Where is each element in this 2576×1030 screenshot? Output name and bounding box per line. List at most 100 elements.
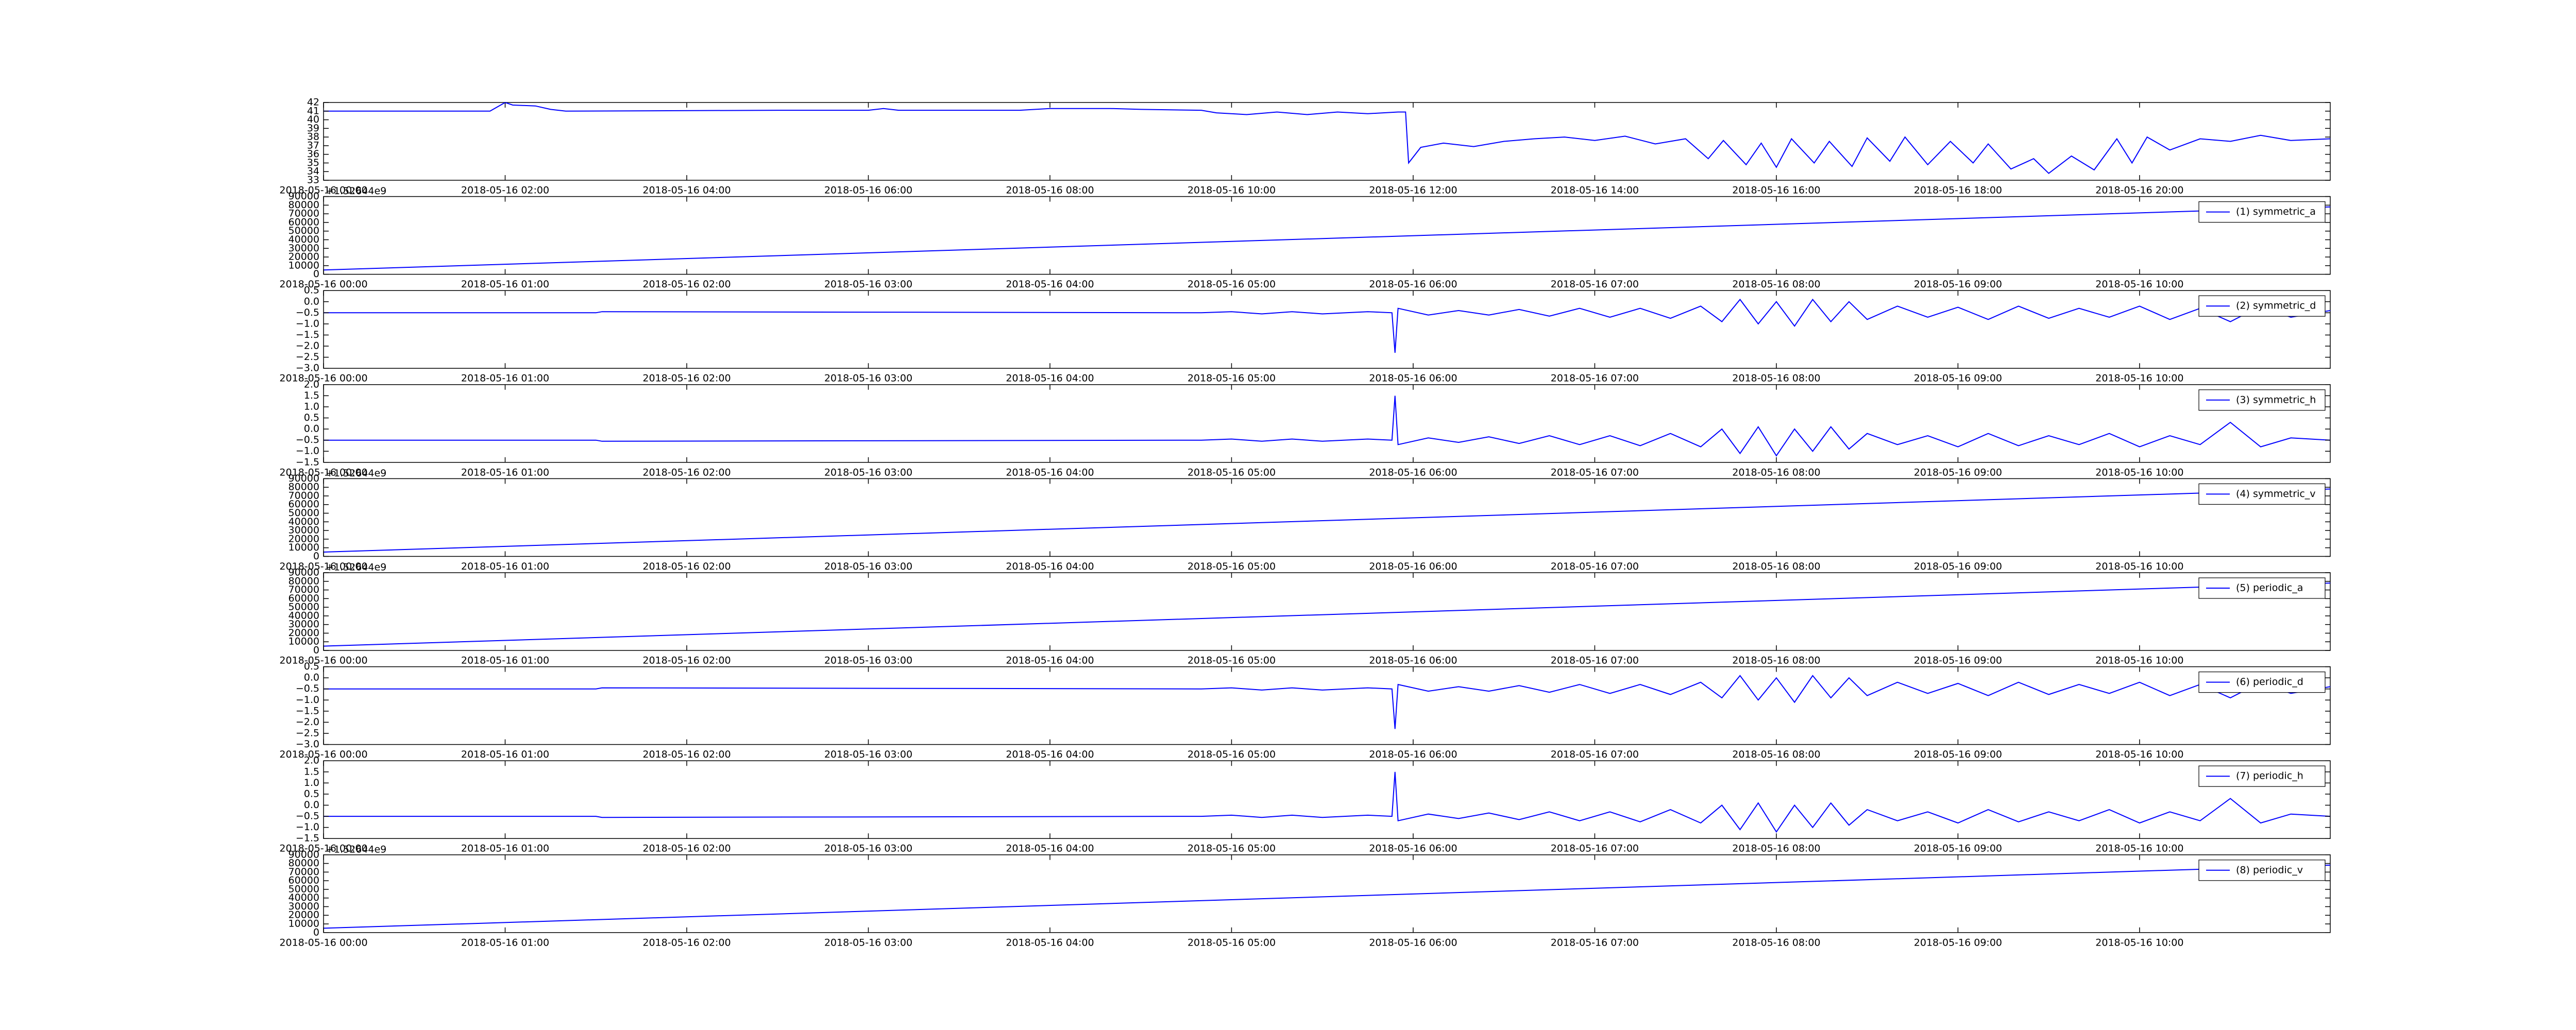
series-line: [323, 582, 2331, 647]
x-tick-label: 2018-05-16 00:00: [279, 561, 367, 572]
y-tick-label: 50000: [289, 225, 319, 236]
x-tick-label: 2018-05-16 04:00: [1006, 749, 1094, 760]
y-tick-label: −0.5: [296, 811, 319, 822]
y-tick-label: 80000: [289, 199, 319, 211]
y-tick-label: 1.5: [304, 766, 319, 777]
y-tick-label: 30000: [289, 525, 319, 536]
x-tick-label: 2018-05-16 03:00: [824, 279, 912, 290]
y-tick-label: 80000: [289, 575, 319, 587]
y-tick-label: 36: [307, 148, 319, 160]
x-tick-label: 2018-05-16 06:00: [824, 185, 912, 196]
y-tick-label: −2.5: [296, 728, 319, 739]
x-tick-label: 2018-05-16 08:00: [1006, 185, 1094, 196]
y-tick-label: 2.0: [304, 379, 319, 390]
x-tick-label: 2018-05-16 06:00: [1369, 655, 1457, 666]
x-tick-label: 2018-05-16 03:00: [824, 655, 912, 666]
y-tick-label: 60000: [289, 499, 319, 510]
x-tick-label: 2018-05-16 09:00: [1914, 749, 2002, 760]
series-line: [323, 488, 2331, 553]
x-tick-label: 2018-05-16 08:00: [1732, 937, 1820, 948]
axes-frame: [323, 572, 2331, 651]
x-tick-label: 2018-05-16 05:00: [1188, 749, 1276, 760]
x-tick-label: 2018-05-16 10:00: [2095, 843, 2183, 854]
x-tick-label: 2018-05-16 02:00: [642, 279, 731, 290]
y-tick-label: 50000: [289, 883, 319, 895]
y-tick-label: 20000: [289, 909, 319, 921]
y-tick-label: 0.0: [304, 799, 319, 811]
x-tick-label: 2018-05-16 10:00: [1188, 185, 1276, 196]
y-tick-label: 10000: [289, 918, 319, 930]
x-tick-label: 2018-05-16 03:00: [824, 843, 912, 854]
y-tick-label: 20000: [289, 533, 319, 544]
x-tick-label: 2018-05-16 06:00: [1369, 749, 1457, 760]
y-tick-label: −3.0: [296, 739, 319, 750]
x-tick-label: 2018-05-16 09:00: [1914, 561, 2002, 572]
x-tick-label: 2018-05-16 03:00: [824, 467, 912, 478]
y-tick-label: 33: [307, 175, 319, 186]
y-tick-label: 0.5: [304, 412, 319, 423]
x-tick-label: 2018-05-16 05:00: [1188, 373, 1276, 384]
x-tick-label: 2018-05-16 05:00: [1188, 937, 1276, 948]
x-tick-label: 2018-05-16 00:00: [279, 279, 367, 290]
y-tick-label: 80000: [289, 857, 319, 869]
x-tick-label: 2018-05-16 02:00: [642, 467, 731, 478]
y-tick-label: 30000: [289, 901, 319, 912]
y-tick-label: 20000: [289, 627, 319, 639]
x-tick-label: 2018-05-16 09:00: [1914, 655, 2002, 666]
axes-frame: [323, 760, 2331, 839]
x-tick-label: 2018-05-16 03:00: [824, 749, 912, 760]
x-tick-label: 2018-05-16 09:00: [1914, 937, 2002, 948]
x-tick-label: 2018-05-16 04:00: [1006, 937, 1094, 948]
axes-frame: [323, 478, 2331, 557]
x-tick-label: 2018-05-16 08:00: [1732, 373, 1820, 384]
x-tick-label: 2018-05-16 09:00: [1914, 843, 2002, 854]
x-tick-label: 2018-05-16 00:00: [279, 843, 367, 854]
y-tick-label: 70000: [289, 866, 319, 878]
y-tick-label: 40000: [289, 234, 319, 245]
offset-text: +1.52644e9: [326, 468, 386, 479]
x-tick-label: 2018-05-16 16:00: [1732, 185, 1820, 196]
offset-text: +1.52644e9: [326, 844, 386, 855]
y-tick-label: 90000: [289, 473, 319, 484]
x-tick-label: 2018-05-16 07:00: [1551, 655, 1639, 666]
series-line: [324, 675, 2331, 729]
legend-label: (8) periodic_v: [2236, 864, 2303, 876]
legend-label: (3) symmetric_h: [2236, 394, 2316, 405]
y-tick-label: −2.5: [296, 351, 319, 363]
axes-frame: [323, 102, 2331, 181]
y-tick-label: 60000: [289, 593, 319, 604]
y-tick-label: −3.0: [296, 363, 319, 374]
legend-label: (5) periodic_a: [2236, 582, 2303, 594]
x-tick-label: 2018-05-16 02:00: [642, 655, 731, 666]
y-tick-label: 20000: [289, 251, 319, 263]
x-tick-label: 2018-05-16 03:00: [824, 373, 912, 384]
x-tick-label: 2018-05-16 04:00: [642, 185, 731, 196]
y-tick-label: −1.0: [296, 318, 319, 329]
x-tick-label: 2018-05-16 01:00: [461, 467, 549, 478]
y-tick-label: 37: [307, 140, 319, 151]
y-tick-label: 1.5: [304, 390, 319, 401]
y-tick-label: 39: [307, 123, 319, 134]
x-tick-label: 2018-05-16 00:00: [279, 373, 367, 384]
x-tick-label: 2018-05-16 07:00: [1551, 561, 1639, 572]
y-tick-label: 0.5: [304, 788, 319, 799]
offset-text: +1.52644e9: [326, 185, 386, 197]
x-tick-label: 2018-05-16 00:00: [279, 749, 367, 760]
series-line: [323, 864, 2331, 929]
x-tick-label: 2018-05-16 06:00: [1369, 561, 1457, 572]
x-tick-label: 2018-05-16 18:00: [1914, 185, 2002, 196]
x-tick-label: 2018-05-16 05:00: [1188, 843, 1276, 854]
y-tick-label: 30000: [289, 619, 319, 630]
y-tick-label: 10000: [289, 260, 319, 271]
y-tick-label: 90000: [289, 849, 319, 860]
y-tick-label: 50000: [289, 507, 319, 519]
axes-frame: [323, 384, 2331, 463]
x-tick-label: 2018-05-16 07:00: [1551, 749, 1639, 760]
y-tick-label: 0.5: [304, 285, 319, 296]
y-tick-label: 80000: [289, 482, 319, 493]
legend-label: (2) symmetric_d: [2236, 300, 2316, 312]
x-tick-label: 2018-05-16 12:00: [1369, 185, 1457, 196]
x-tick-label: 2018-05-16 03:00: [824, 937, 912, 948]
y-tick-label: 0.5: [304, 661, 319, 672]
